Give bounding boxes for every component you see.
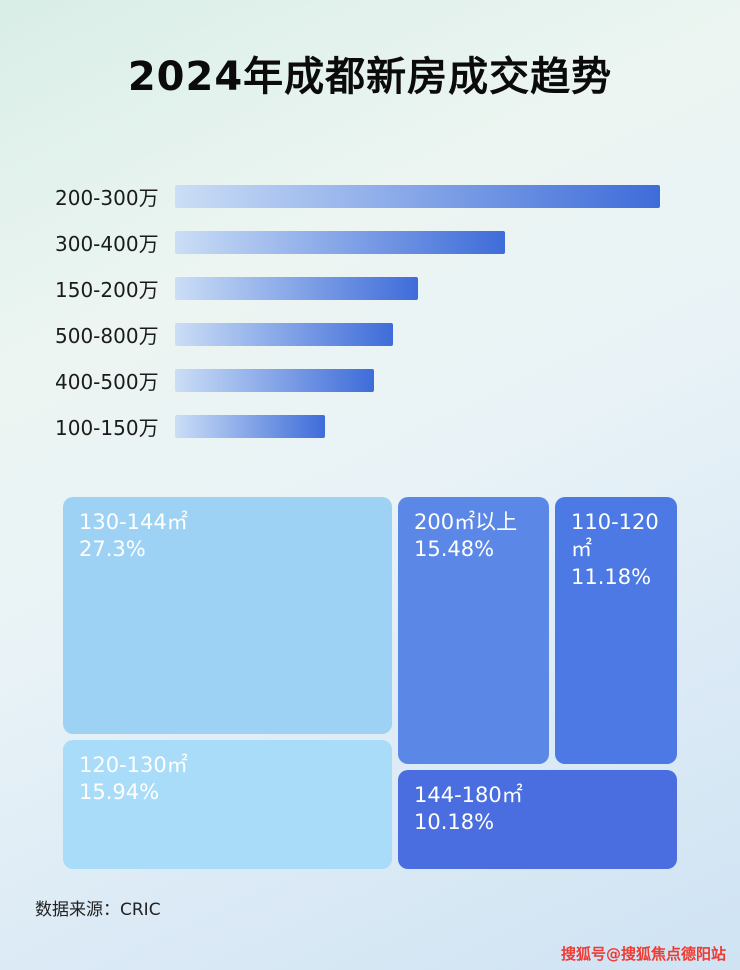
bar-category-label: 200-300万 [55, 186, 159, 210]
page-title: 2024年成都新房成交趋势 [127, 54, 613, 100]
treemap-tile-label: 200㎡以上 [414, 510, 518, 534]
watermark: 搜狐号@搜狐焦点德阳站 [560, 945, 726, 963]
bar-category-label: 300-400万 [55, 232, 159, 256]
bar [175, 185, 660, 208]
treemap-tile-value: 15.94% [79, 780, 160, 805]
bar [175, 231, 505, 254]
bar-track [175, 277, 660, 300]
data-source: 数据来源：CRIC [35, 900, 161, 920]
bar [175, 369, 374, 392]
bar-track [175, 231, 660, 254]
bar-category-label: 150-200万 [55, 278, 159, 302]
treemap-tile-label: 130-144㎡ [79, 510, 188, 534]
treemap-tile-label: 144-180㎡ [414, 783, 523, 807]
bar [175, 415, 326, 438]
bar-row: 500-800万 [55, 323, 660, 348]
bar [175, 323, 394, 346]
bar-row: 200-300万 [55, 185, 660, 210]
treemap-tile: 144-180㎡ 10.18% [398, 770, 677, 869]
treemap-tile: 130-144㎡ 27.3% [63, 497, 392, 734]
bar-row: 300-400万 [55, 231, 660, 256]
bar-category-label: 500-800万 [55, 324, 159, 348]
treemap-tile-value: 27.3% [79, 537, 146, 562]
treemap-tile-value: 11.18% [571, 564, 652, 589]
bar-track [175, 185, 660, 208]
treemap-tile: 110-120㎡ 11.18% [555, 497, 677, 764]
treemap-chart: 130-144㎡ 27.3% 120-130㎡ 15.94% 200㎡以上 15… [63, 497, 677, 869]
treemap-tile-value: 10.18% [414, 810, 495, 835]
bar-row: 150-200万 [55, 277, 660, 302]
bar-track [175, 415, 660, 438]
treemap-tile: 200㎡以上 15.48% [398, 497, 549, 764]
bar-chart: 200-300万 300-400万 150-200万 500-800万 400-… [55, 185, 660, 440]
bar-row: 400-500万 [55, 369, 660, 394]
bar-category-label: 400-500万 [55, 370, 159, 394]
treemap-tile-label: 120-130㎡ [79, 753, 188, 777]
treemap-tile-label: 110-120㎡ [571, 510, 659, 562]
treemap-tile: 120-130㎡ 15.94% [63, 740, 392, 869]
bar-row: 100-150万 [55, 415, 660, 440]
treemap-tile-value: 15.48% [414, 537, 495, 562]
bar-track [175, 323, 660, 346]
bar-category-label: 100-150万 [55, 416, 159, 440]
bar-track [175, 369, 660, 392]
bar [175, 277, 418, 300]
